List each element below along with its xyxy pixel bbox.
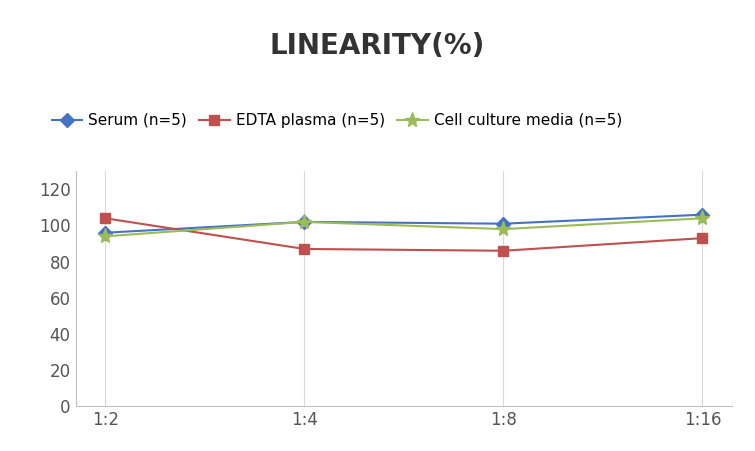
Serum (n=5) xyxy=(499,221,508,226)
Line: Cell culture media (n=5): Cell culture media (n=5) xyxy=(97,211,710,244)
Line: Serum (n=5): Serum (n=5) xyxy=(100,210,707,238)
Cell culture media (n=5) xyxy=(698,216,707,221)
Line: EDTA plasma (n=5): EDTA plasma (n=5) xyxy=(100,213,707,256)
EDTA plasma (n=5) xyxy=(499,248,508,253)
Serum (n=5) xyxy=(101,230,110,235)
Cell culture media (n=5) xyxy=(101,234,110,239)
Legend: Serum (n=5), EDTA plasma (n=5), Cell culture media (n=5): Serum (n=5), EDTA plasma (n=5), Cell cul… xyxy=(45,107,628,134)
Serum (n=5) xyxy=(698,212,707,217)
EDTA plasma (n=5) xyxy=(300,246,309,252)
Cell culture media (n=5) xyxy=(300,219,309,225)
Text: LINEARITY(%): LINEARITY(%) xyxy=(270,32,485,60)
EDTA plasma (n=5) xyxy=(698,235,707,241)
Serum (n=5) xyxy=(300,219,309,225)
Cell culture media (n=5) xyxy=(499,226,508,232)
EDTA plasma (n=5) xyxy=(101,216,110,221)
